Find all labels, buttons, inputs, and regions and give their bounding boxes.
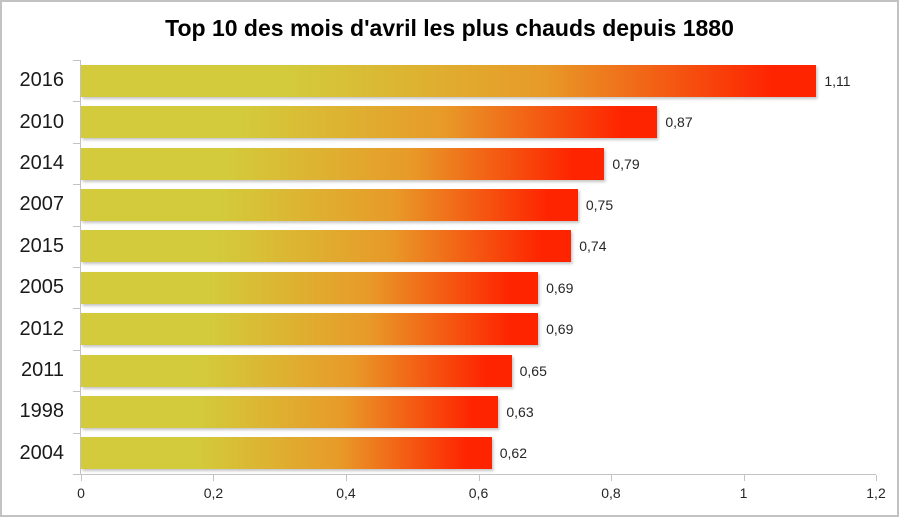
bar-rows: 1,11 0,87 0,79 0,75 0,74 0,69 0,69 0,65 0,63 0,62 xyxy=(81,60,876,474)
x-axis-tick xyxy=(478,475,480,481)
bar-value-label-2016: 1,11 xyxy=(824,72,851,89)
x-axis-label-1,2: 1,2 xyxy=(866,485,886,501)
chart-title: Top 10 des mois d'avril les plus chauds … xyxy=(165,15,734,41)
bar-value-label-2005: 0,69 xyxy=(546,279,574,296)
y-axis-tick xyxy=(73,308,81,310)
x-axis-label-0: 0 xyxy=(77,485,85,501)
y-axis-label-2012: 2012 xyxy=(19,317,65,340)
y-axis-label-2010: 2010 xyxy=(19,110,65,133)
bar-2011 xyxy=(81,354,512,387)
y-axis-tick xyxy=(73,225,81,227)
y-axis-label-2005: 2005 xyxy=(19,276,65,299)
x-axis-label-0,8: 0,8 xyxy=(601,485,621,501)
bar-2005 xyxy=(81,271,539,304)
bar-row-2011: 0,65 xyxy=(81,350,876,391)
bar-2016 xyxy=(81,64,817,97)
bar-value-label-2007: 0,75 xyxy=(585,196,614,213)
bar-1998 xyxy=(81,395,499,428)
y-axis-tick xyxy=(73,60,81,61)
bar-row-2007: 0,75 xyxy=(81,184,876,225)
bar-row-2004: 0,62 xyxy=(81,433,876,474)
bar-value-label-2004: 0,62 xyxy=(499,445,527,462)
y-axis-tick xyxy=(73,391,81,393)
bar-row-2012: 0,69 xyxy=(81,308,876,349)
bar-row-1998: 0,63 xyxy=(81,391,876,432)
bar-value-label-2012: 0,69 xyxy=(546,321,574,338)
y-axis-tick xyxy=(73,349,81,351)
bar-value-label-2011: 0,65 xyxy=(519,362,547,379)
bar-2012 xyxy=(81,313,539,346)
plot-area: 1,11 0,87 0,79 0,75 0,74 0,69 0,69 0,65 0,63 0,62… xyxy=(73,60,886,501)
bar-2004 xyxy=(81,437,492,470)
y-axis-tick xyxy=(73,142,81,144)
bar-value-label-2014: 0,79 xyxy=(612,155,640,172)
bar-row-2016: 1,11 xyxy=(81,60,876,101)
bar-value-label-2010: 0,87 xyxy=(665,114,693,131)
bar-row-2010: 0,87 xyxy=(81,101,876,142)
bar-2007 xyxy=(81,188,578,221)
y-axis-label-2014: 2014 xyxy=(19,152,65,175)
y-axis-label-2015: 2015 xyxy=(19,234,65,257)
y-axis-label-2016: 2016 xyxy=(19,69,65,92)
y-axis-label-2007: 2007 xyxy=(19,193,65,216)
bar-2015 xyxy=(81,230,572,263)
x-axis-tick xyxy=(743,475,745,481)
y-axis-label-1998: 1998 xyxy=(19,400,65,423)
x-axis-label-1: 1 xyxy=(739,485,748,501)
x-axis-label-0,6: 0,6 xyxy=(468,485,489,501)
bar-value-label-2015: 0,74 xyxy=(579,238,607,255)
y-axis-label-2004: 2004 xyxy=(19,441,65,464)
y-axis-tick xyxy=(73,474,81,475)
x-axis-tick xyxy=(213,475,215,481)
x-axis-tick xyxy=(610,475,612,481)
bar-value-label-1998: 0,63 xyxy=(506,403,534,420)
y-axis-tick xyxy=(73,101,81,103)
y-axis-tick xyxy=(73,432,81,434)
y-axis-tick xyxy=(73,267,81,268)
x-axis-tick xyxy=(876,475,877,481)
bar-row-2005: 0,69 xyxy=(81,267,876,308)
y-axis-labels: 2016 2010 2014 2007 2015 2005 2012 2011 1998 2004 xyxy=(2,60,65,474)
x-axis-label-0,2: 0,2 xyxy=(203,485,224,501)
y-axis-tick xyxy=(73,184,81,186)
bar-2014 xyxy=(81,147,605,180)
y-axis-label-2011: 2011 xyxy=(20,359,64,382)
bar-row-2015: 0,74 xyxy=(81,226,876,267)
bar-row-2014: 0,79 xyxy=(81,143,876,184)
x-axis-tick xyxy=(345,475,347,481)
x-axis-label-0,4: 0,4 xyxy=(336,485,356,501)
bar-2010 xyxy=(81,106,658,139)
x-axis-tick xyxy=(81,475,82,481)
